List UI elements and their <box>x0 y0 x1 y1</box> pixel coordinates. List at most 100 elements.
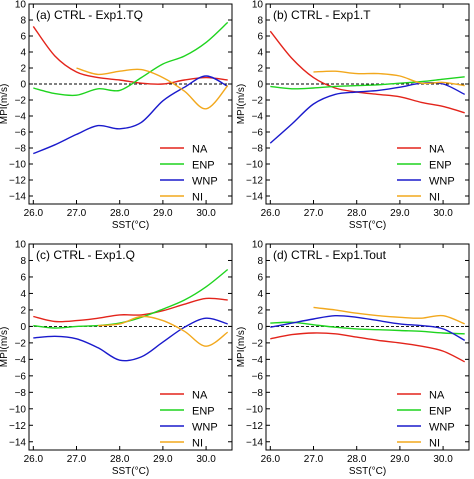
legend-label-na: NA <box>192 144 208 156</box>
x-tick-label: 27.0 <box>67 208 87 219</box>
plot-frame <box>265 3 470 205</box>
y-tick-label: 6 <box>257 32 263 43</box>
y-tick-label: 4 <box>257 48 263 59</box>
y-tick-label: −14 <box>246 192 263 203</box>
x-tick-label: 30.0 <box>196 454 216 465</box>
y-tick-label: 8 <box>257 16 263 27</box>
x-axis-label: SST(°C) <box>112 466 149 477</box>
legend: NA ENP WNP NI <box>397 144 455 204</box>
y-tick-label: −8 <box>15 388 27 399</box>
x-tick-label: 26.0 <box>24 208 44 219</box>
legend-label-ni: NI <box>192 438 203 450</box>
legend: NA ENP WNP NI <box>160 390 218 450</box>
plot-frame <box>28 243 233 451</box>
chart-panel-0: −14 −12 −10 −8 −6 −4 −2 0 2 4 6 8 10 26.0 27.0 28.0 29.0… <box>0 0 233 231</box>
panel-title: (c) CTRL - Exp1.Q <box>36 248 135 262</box>
x-axis-label: SST(°C) <box>349 220 386 231</box>
series-line-na <box>269 30 465 114</box>
y-tick-label: 0 <box>20 80 26 91</box>
x-axis-label: SST(°C) <box>112 220 149 231</box>
legend-label-na: NA <box>192 390 208 402</box>
y-tick-label: −8 <box>252 388 264 399</box>
chart-panel-1: −14 −12 −10 −8 −6 −4 −2 0 2 4 6 8 10 26.0 27.0 28.0 29.0… <box>236 0 470 231</box>
x-tick-label: 29.0 <box>390 208 410 219</box>
y-tick-label: −10 <box>9 404 26 415</box>
y-tick-label: 10 <box>252 0 264 11</box>
y-tick-label: −2 <box>15 338 27 349</box>
legend-label-enp: ENP <box>429 406 452 418</box>
y-tick-label: 4 <box>20 48 26 59</box>
series-line-ni <box>313 70 465 87</box>
y-tick-label: −8 <box>15 144 27 155</box>
legend: NA ENP WNP NI <box>160 144 218 204</box>
y-tick-label: 2 <box>20 64 26 75</box>
x-tick-label: 28.0 <box>347 454 367 465</box>
y-tick-label: 0 <box>257 80 263 91</box>
y-tick-label: −12 <box>246 421 263 432</box>
y-axis-label: MPI(m/s) <box>0 327 10 368</box>
y-tick-label: 6 <box>20 32 26 43</box>
x-tick-label: 27.0 <box>304 208 324 219</box>
x-axis-label: SST(°C) <box>349 466 386 477</box>
plot-frame <box>28 3 233 205</box>
x-tick-label: 29.0 <box>153 208 173 219</box>
legend-label-wnp: WNP <box>192 176 218 188</box>
series-line-wnp <box>33 75 229 155</box>
y-tick-label: 10 <box>15 240 27 251</box>
y-tick-label: −4 <box>252 355 264 366</box>
x-tick-label: 30.0 <box>433 208 453 219</box>
y-tick-label: 4 <box>257 289 263 300</box>
y-tick-label: −4 <box>15 355 27 366</box>
legend-label-wnp: WNP <box>429 422 455 434</box>
y-tick-label: −14 <box>9 192 26 203</box>
y-tick-label: −14 <box>9 437 26 448</box>
legend-label-enp: ENP <box>192 160 215 172</box>
x-tick-label: 27.0 <box>304 454 324 465</box>
plot-frame <box>265 243 470 451</box>
panel-title: (b) CTRL - Exp1.T <box>273 8 371 22</box>
y-tick-label: 2 <box>20 305 26 316</box>
x-tick-label: 29.0 <box>390 454 410 465</box>
y-tick-label: −6 <box>252 371 264 382</box>
series-line-wnp <box>33 317 228 362</box>
y-tick-label: 4 <box>20 289 26 300</box>
x-tick-label: 28.0 <box>110 208 130 219</box>
y-tick-label: −12 <box>246 176 263 187</box>
y-tick-label: 0 <box>20 322 26 333</box>
y-tick-label: −12 <box>9 176 26 187</box>
series-line-ni <box>313 306 465 325</box>
x-tick-label: 27.0 <box>67 454 87 465</box>
y-tick-label: 0 <box>257 322 263 333</box>
series-line-wnp <box>270 314 466 342</box>
x-tick-label: 28.0 <box>110 454 130 465</box>
series-line-ni <box>98 315 229 347</box>
y-tick-label: −10 <box>9 160 26 171</box>
legend-label-wnp: WNP <box>429 176 455 188</box>
legend-label-na: NA <box>429 390 445 402</box>
legend-label-enp: ENP <box>192 406 215 418</box>
series-line-enp <box>33 21 229 97</box>
legend-label-ni: NI <box>429 438 440 450</box>
x-tick-label: 29.0 <box>153 454 173 465</box>
y-tick-label: −6 <box>15 128 27 139</box>
chart-panel-2: −14 −12 −10 −8 −6 −4 −2 0 2 4 6 8 10 26.0 27.0 28.0 29.0… <box>0 240 233 477</box>
y-tick-label: −2 <box>252 96 264 107</box>
y-tick-label: −4 <box>252 112 264 123</box>
legend: NA ENP WNP NI <box>397 390 455 450</box>
series-line-ni <box>76 67 229 110</box>
y-tick-label: 10 <box>252 240 264 251</box>
y-tick-label: 8 <box>20 256 26 267</box>
legend-label-enp: ENP <box>429 160 452 172</box>
y-tick-label: 10 <box>15 0 27 11</box>
panel-title: (a) CTRL - Exp1.TQ <box>36 8 143 22</box>
y-tick-label: 6 <box>257 272 263 283</box>
x-tick-label: 30.0 <box>196 208 216 219</box>
y-tick-label: −12 <box>9 421 26 432</box>
y-tick-label: −10 <box>246 404 263 415</box>
legend-label-ni: NI <box>429 192 440 204</box>
series-line-na <box>33 297 228 323</box>
y-tick-label: −8 <box>252 144 264 155</box>
y-tick-label: 2 <box>257 305 263 316</box>
series-line-wnp <box>269 82 466 144</box>
y-tick-label: 8 <box>257 256 263 267</box>
